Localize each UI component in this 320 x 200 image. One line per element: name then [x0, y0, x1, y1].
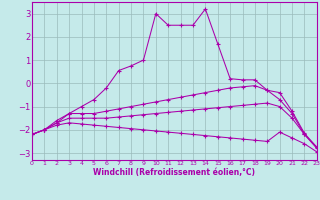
X-axis label: Windchill (Refroidissement éolien,°C): Windchill (Refroidissement éolien,°C): [93, 168, 255, 177]
